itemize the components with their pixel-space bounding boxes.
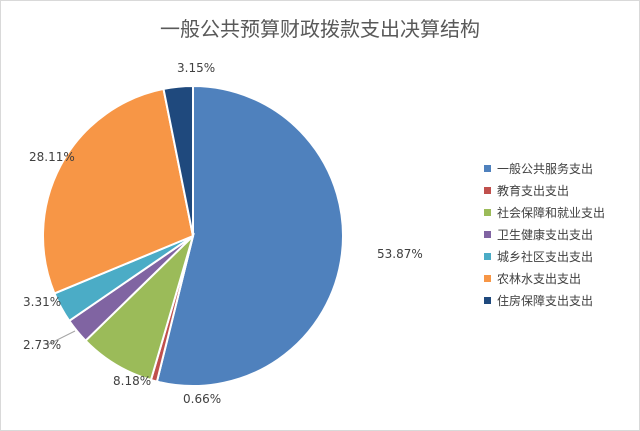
pie-slice: [42, 87, 195, 295]
chart-title: 一般公共预算财政拨款支出决算结构: [160, 17, 480, 41]
legend-swatch: [484, 164, 491, 172]
slice-data-label: 3.15%: [177, 61, 215, 75]
legend-label: 城乡社区支出支出: [497, 249, 594, 264]
legend-item: 教育支出支出: [484, 179, 605, 201]
legend-item: 农林水支出支出: [484, 267, 605, 289]
legend-item: 城乡社区支出支出: [484, 245, 605, 267]
legend-swatch: [484, 186, 491, 194]
pie-slice: [162, 84, 194, 237]
slice-data-label: 2.73%: [23, 338, 61, 352]
chart-legend: 一般公共服务支出 教育支出支出社会保障和就业支出 卫生健康支出支出 城乡社区支出支出农…: [484, 157, 605, 311]
legend-item: 卫生健康支出支出: [484, 223, 605, 245]
legend-label: 农林水支出支出: [497, 271, 582, 286]
legend-item: 社会保障和就业支出: [484, 201, 605, 223]
legend-label: 住房保障支出支出: [497, 293, 594, 308]
pie-slice: [155, 84, 344, 387]
legend-label: 卫生健康支出支出: [497, 227, 594, 242]
legend-item: 一般公共服务支出: [484, 157, 605, 179]
slice-data-label: 53.87%: [377, 247, 423, 261]
slice-data-label: 28.11%: [29, 150, 75, 164]
legend-item: 住房保障支出支出: [484, 289, 605, 311]
legend-swatch: [484, 296, 491, 304]
legend-label: 一般公共服务支出: [497, 161, 594, 176]
slice-data-label: 8.18%: [113, 374, 151, 388]
legend-swatch: [484, 230, 491, 238]
label-leader-line: [46, 330, 76, 346]
legend-swatch: [484, 252, 491, 260]
slice-data-label: 0.66%: [183, 392, 221, 406]
legend-label: 教育支出支出: [497, 183, 570, 198]
slice-data-label: 3.31%: [23, 295, 61, 309]
legend-swatch: [484, 208, 491, 216]
legend-swatch: [484, 274, 491, 282]
legend-label: 社会保障和就业支出: [497, 205, 606, 220]
